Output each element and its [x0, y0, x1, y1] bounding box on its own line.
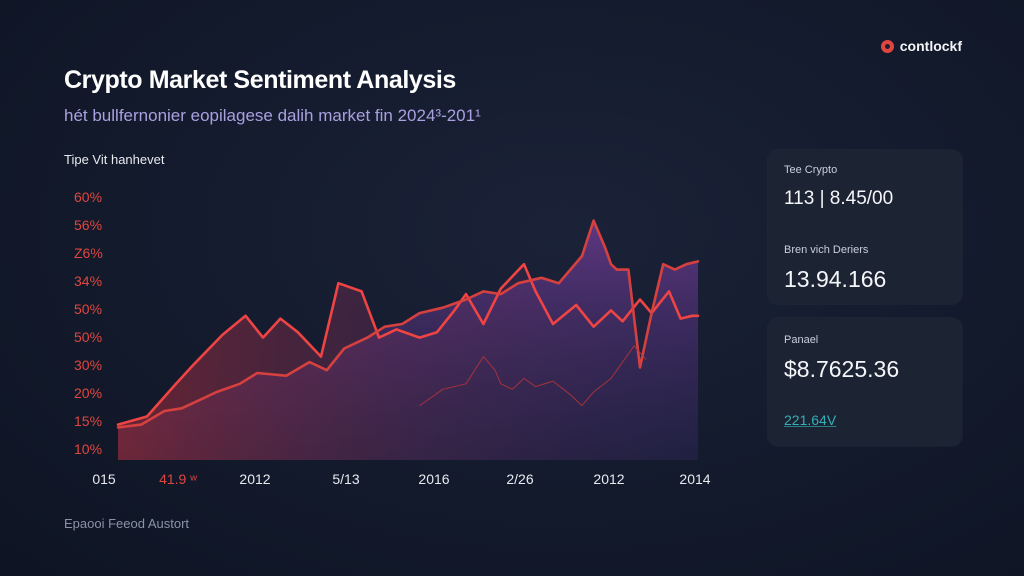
- y-tick-label: 30%: [74, 357, 102, 373]
- series-1-line: [116, 262, 700, 426]
- x-tick-label: 2012: [239, 471, 270, 487]
- y-tick-label: 10%: [74, 441, 102, 457]
- card-label-deriers: Bren vich Deriers: [784, 244, 869, 256]
- card-label-tee-crypto: Tee Crypto: [784, 164, 838, 176]
- card-sub-value-panael: 221.64V: [784, 412, 837, 428]
- card-value-deriers: 13.94.166: [784, 266, 887, 292]
- x-tick-label: 41.9 ʷ: [159, 471, 197, 487]
- x-tick-label: 2016: [418, 471, 449, 487]
- y-tick-label: 50%: [74, 329, 102, 345]
- series-3-line: [419, 345, 647, 407]
- x-tick-label: 015: [92, 471, 116, 487]
- y-tick-label: 50%: [74, 301, 102, 317]
- y-tick-label: Z6%: [74, 245, 103, 261]
- series-2-line: [116, 219, 700, 429]
- page-title: Crypto Market Sentiment Analysis: [64, 66, 456, 94]
- card-value-tee-crypto: 113 | 8.45/00: [784, 188, 894, 209]
- y-tick-label: 60%: [74, 189, 102, 205]
- sentiment-chart: 60% 56% Z6% 34% 50% 50% 30% 20% 15% 10% 015 41.9 ʷ…: [74, 189, 711, 487]
- series-1-area: [118, 264, 698, 460]
- plot-area: [116, 219, 700, 460]
- page-subtitle: hét bullfernonier eopilagese dalih marke…: [64, 106, 481, 125]
- footer-source: Epaooi Feeod Austort: [64, 516, 190, 531]
- y-tick-label: 20%: [74, 385, 102, 401]
- x-axis: 015 41.9 ʷ 2012 5/13 2016 2/26 2012 2014: [92, 471, 710, 487]
- brand-logo: contlockf: [880, 38, 962, 54]
- y-axis: 60% 56% Z6% 34% 50% 50% 30% 20% 15% 10%: [74, 189, 103, 457]
- y-tick-label: 34%: [74, 273, 102, 289]
- brand-name: contlockf: [899, 38, 962, 54]
- y-tick-label: 56%: [74, 217, 102, 233]
- y-tick-label: 15%: [74, 413, 102, 429]
- chart-label: Tipe Vit hanhevet: [64, 152, 165, 167]
- card-value-panael: $8.7625.36: [784, 356, 900, 382]
- x-tick-label: 5/13: [332, 471, 359, 487]
- stats-card-panael: Panael $8.7625.36 221.64V: [768, 318, 962, 446]
- logo-circle-icon: [880, 39, 894, 53]
- x-tick-label: 2014: [679, 471, 710, 487]
- stats-card-crypto: Tee Crypto 113 | 8.45/00 Bren vich Derie…: [768, 150, 962, 304]
- card-label-panael: Panael: [784, 334, 819, 346]
- x-tick-label: 2012: [593, 471, 624, 487]
- x-tick-label: 2/26: [506, 471, 533, 487]
